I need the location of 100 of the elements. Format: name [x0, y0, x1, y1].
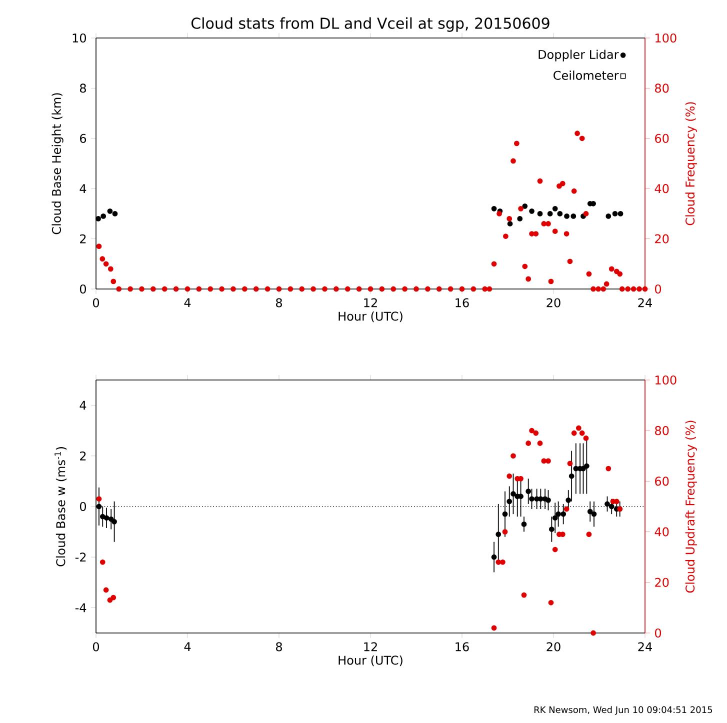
y2-tick-label: 20	[655, 234, 669, 244]
y2-axis-title: Cloud Updraft Frequency (%)	[685, 420, 697, 593]
point	[590, 630, 596, 636]
x-tick-label: 24	[638, 298, 652, 308]
x-tick-label: 12	[364, 642, 377, 652]
point	[491, 554, 497, 560]
y-tick-label: 2	[80, 451, 86, 460]
point	[112, 211, 118, 216]
point	[552, 546, 558, 552]
point	[533, 430, 539, 436]
y-tick-label: 4	[80, 184, 86, 193]
y2-tick-label: 100	[656, 33, 676, 43]
y2-tick-label: 40	[654, 184, 669, 194]
point	[96, 216, 101, 222]
point	[591, 511, 597, 517]
x-tick-label: 16	[456, 298, 469, 308]
point	[537, 440, 543, 446]
point	[567, 460, 573, 466]
point	[537, 211, 543, 216]
y2-tick-label: 100	[656, 375, 676, 385]
x-tick-label: 16	[456, 642, 469, 652]
chart-title: Cloud stats from DL and Vceil at sgp, 20150609	[191, 17, 550, 32]
point	[522, 203, 528, 209]
point	[96, 496, 102, 502]
point	[107, 208, 113, 214]
point	[491, 625, 497, 631]
point	[586, 532, 592, 538]
point	[606, 466, 612, 472]
point	[546, 458, 551, 464]
point	[500, 559, 506, 565]
point	[517, 216, 523, 222]
y2-tick-label: 60	[655, 134, 669, 143]
point	[496, 532, 502, 538]
y2-tick-label: 0	[655, 628, 662, 638]
x-axis-title: Hour (UTC)	[338, 311, 402, 322]
point	[576, 425, 582, 431]
legend-label: Ceilometer	[554, 70, 619, 80]
point	[104, 515, 110, 521]
point	[568, 473, 574, 479]
y-tick-label: 8	[80, 84, 86, 93]
point	[491, 206, 497, 212]
point	[564, 506, 570, 512]
x-tick-label: 20	[546, 298, 560, 308]
x-tick-label: 4	[184, 642, 191, 651]
point	[526, 440, 532, 446]
point	[579, 430, 585, 436]
point	[103, 587, 109, 593]
x-tick-label: 4	[184, 298, 191, 307]
x-tick-label: 20	[546, 642, 560, 652]
y-tick-label: 0	[80, 502, 86, 512]
y-tick-label: 0	[80, 284, 86, 294]
text: RK Newsom, Wed Jun 10 09:04:51 2015	[534, 706, 712, 715]
y-tick-label: 10	[72, 33, 86, 43]
point	[606, 214, 612, 219]
y-tick-label: 6	[80, 134, 86, 143]
point	[112, 518, 117, 524]
y-tick-label: 2	[80, 234, 86, 244]
point	[506, 498, 512, 504]
point	[604, 501, 610, 507]
y-axis-title: Cloud Base w (ms$^{-1}$)	[54, 447, 67, 566]
point	[521, 522, 527, 527]
legend-label: Doppler Lidar	[538, 50, 619, 62]
x-tick-label: 24	[638, 642, 652, 652]
x-tick-label: 8	[276, 298, 282, 308]
y2-tick-label: 20	[655, 578, 669, 587]
point	[529, 428, 534, 434]
point	[96, 504, 102, 510]
point	[538, 496, 544, 502]
point	[547, 211, 553, 216]
point	[510, 491, 516, 497]
x-tick-label: 0	[92, 642, 100, 652]
point	[510, 453, 516, 459]
point	[587, 508, 593, 514]
point	[100, 559, 106, 565]
x-axis-title: Hour (UTC)	[338, 655, 402, 666]
point	[564, 214, 570, 219]
y-tick-label: 4	[80, 400, 86, 410]
x-tick-label: 0	[92, 298, 100, 308]
point	[552, 515, 558, 521]
point	[526, 488, 532, 494]
point	[618, 211, 624, 216]
point	[502, 529, 508, 534]
point	[566, 497, 572, 503]
y2-tick-label: 60	[655, 476, 669, 486]
x-tick-label: 8	[276, 642, 282, 652]
y2-tick-label: 80	[655, 426, 669, 436]
point	[507, 221, 513, 226]
y2-tick-label: 40	[654, 527, 669, 536]
point	[557, 211, 563, 216]
point	[506, 473, 512, 479]
point	[560, 511, 566, 517]
point	[110, 594, 116, 600]
point	[571, 430, 577, 436]
point	[583, 435, 589, 441]
point	[529, 496, 534, 502]
point	[612, 211, 618, 216]
point	[584, 463, 590, 469]
point	[521, 592, 527, 598]
point	[552, 206, 558, 212]
point	[548, 600, 554, 606]
